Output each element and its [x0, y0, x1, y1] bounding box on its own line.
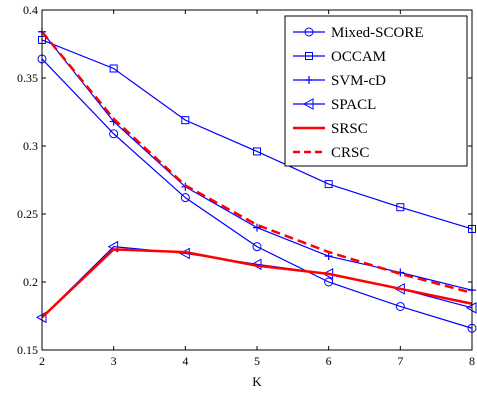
y-tick-label: 0.3 — [23, 139, 38, 153]
data-point — [396, 203, 405, 212]
legend: Mixed-SCORE OCCAM SVM-cD SPACL SRSC CRSC — [284, 15, 468, 167]
series-occam — [38, 35, 476, 233]
legend-label: SPACL — [331, 97, 376, 113]
data-point — [109, 64, 118, 73]
data-point — [181, 116, 190, 125]
data-point — [324, 252, 333, 261]
data-point — [253, 147, 261, 156]
legend-marker — [305, 52, 313, 60]
x-tick-label: 3 — [111, 354, 117, 368]
x-tick-label: 5 — [254, 354, 260, 368]
series-line — [41, 30, 473, 295]
plot-frame — [41, 9, 473, 351]
legend-label: SRSC — [331, 121, 368, 137]
y-tick-label: 0.4 — [23, 3, 38, 17]
legend-marker — [305, 76, 313, 84]
series-line — [41, 58, 473, 329]
y-tick-label: 0.35 — [17, 71, 38, 85]
data-point — [395, 301, 405, 311]
series-srsc — [41, 248, 473, 319]
series-line — [41, 248, 473, 319]
data-point — [180, 193, 190, 203]
x-tick-label: 6 — [326, 354, 332, 368]
series-crsc — [41, 30, 473, 295]
series-line — [41, 39, 473, 230]
y-tick-label: 0.2 — [23, 275, 38, 289]
legend-label: Mixed-SCORE — [331, 25, 424, 41]
data-point — [109, 129, 119, 139]
y-tick-label: 0.15 — [17, 343, 38, 357]
legend-marker — [302, 98, 314, 110]
legend-label: SVM-cD — [331, 73, 386, 89]
x-axis-title: K — [252, 374, 262, 389]
legend-box — [284, 15, 468, 167]
legend-label: OCCAM — [331, 49, 386, 65]
data-point — [252, 242, 262, 252]
legend-label: CRSC — [331, 145, 369, 161]
x-tick-label: 2 — [39, 354, 45, 368]
data-point — [324, 180, 333, 189]
x-tick-label: 8 — [469, 354, 475, 368]
legend-marker — [304, 27, 314, 37]
series-layer — [35, 27, 477, 333]
data-point — [253, 223, 261, 232]
x-tick-label: 4 — [182, 354, 188, 368]
x-tick-label: 7 — [397, 354, 403, 368]
y-tick-label: 0.25 — [17, 207, 38, 221]
tick-layer: 2 3 4 5 6 7 8 0.15 0.2 0.25 0.3 0.35 0.4 — [17, 3, 475, 368]
data-point — [324, 277, 334, 287]
